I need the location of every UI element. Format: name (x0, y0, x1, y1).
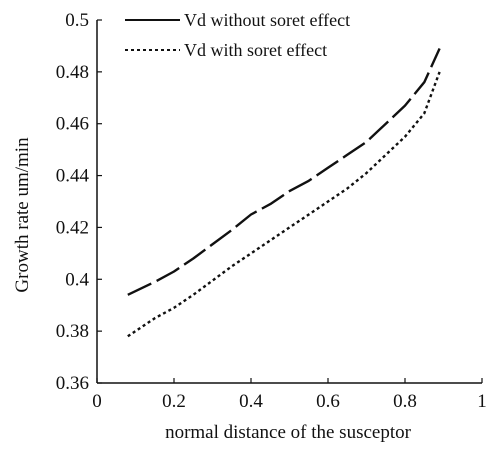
x-tick-label: 0.6 (316, 391, 340, 412)
y-axis-ticks: 0.36 0.38 0.4 0.42 0.44 0.46 0.48 0.5 (56, 10, 102, 394)
x-tick-label: 0.4 (239, 391, 263, 412)
y-tick-label: 0.46 (56, 114, 89, 135)
series-line-with-soret (127, 71, 441, 338)
x-tick-label: 0.2 (162, 391, 186, 412)
series-line-without-soret (127, 48, 441, 296)
x-tick-label: 0 (92, 391, 102, 412)
y-axis-title: Growth rate um/min (12, 137, 33, 293)
y-tick-label: 0.36 (56, 373, 89, 394)
y-tick-label: 0.48 (56, 62, 89, 83)
y-tick-label: 0.44 (56, 166, 90, 187)
y-tick-label: 0.4 (65, 269, 89, 290)
legend-label-without-soret: Vd without soret effect (184, 10, 350, 30)
y-tick-label: 0.42 (56, 217, 89, 238)
legend-label-with-soret: Vd with soret effect (184, 40, 327, 60)
x-tick-label: 1 (477, 391, 487, 412)
y-tick-label: 0.5 (65, 10, 89, 31)
series-layer (127, 48, 441, 338)
x-axis-title: normal distance of the susceptor (165, 422, 412, 443)
y-tick-label: 0.38 (56, 321, 89, 342)
x-axis-ticks: 0 0.2 0.4 0.6 0.8 1 (92, 378, 487, 412)
axes (96, 20, 482, 384)
legend: Vd without soret effect Vd with soret ef… (125, 10, 350, 60)
x-tick-label: 0.8 (393, 391, 417, 412)
